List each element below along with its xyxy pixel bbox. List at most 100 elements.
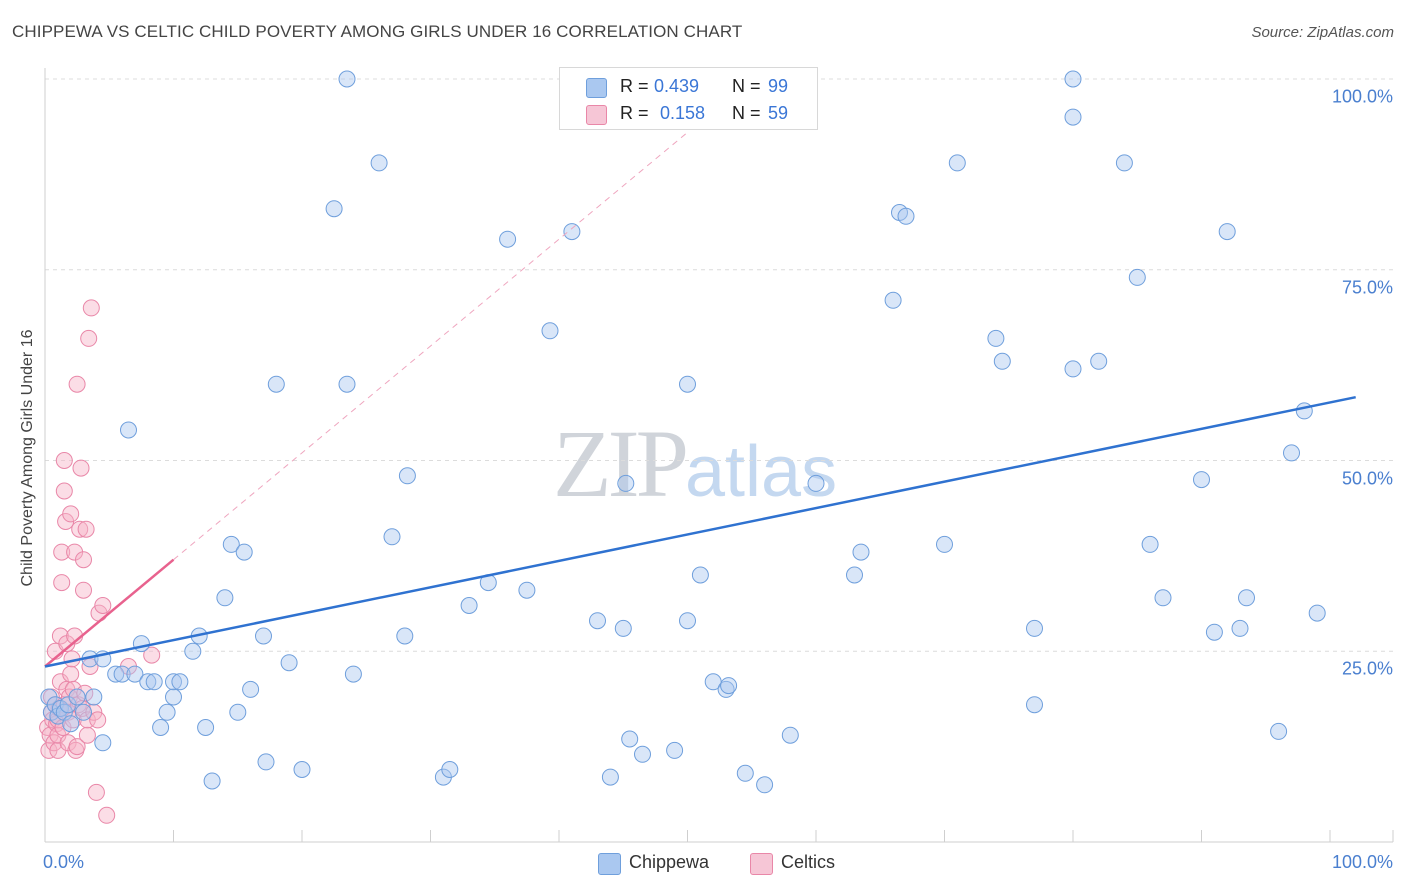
chippewa-point <box>1141 535 1159 553</box>
chippewa-point <box>1064 360 1082 378</box>
chippewa-point <box>68 688 86 706</box>
axis-layer <box>44 68 1394 843</box>
chippewa-point <box>293 761 311 778</box>
chippewa-point <box>370 154 388 172</box>
celtics-point <box>72 459 90 477</box>
x-tick-label: 100.0% <box>1331 852 1393 872</box>
chippewa-point <box>1115 154 1133 172</box>
chippewa-point <box>113 665 131 683</box>
celtics-swatch <box>750 853 773 875</box>
chippewa-point <box>139 673 157 691</box>
chippewa-point <box>852 543 870 561</box>
celtics-point <box>53 543 71 561</box>
chippewa-point <box>267 375 285 393</box>
chippewa-point <box>158 703 176 721</box>
chippewa-point <box>75 703 92 721</box>
chippewa-point <box>1283 444 1300 462</box>
chippewa-point <box>85 688 103 706</box>
celtics-point <box>68 738 86 756</box>
bottom-legend-label: Celtics <box>781 852 836 872</box>
chippewa-point <box>398 467 416 485</box>
legend-n-value: 59 <box>768 103 789 123</box>
chippewa-point <box>563 223 581 241</box>
trend-layer <box>44 132 1356 668</box>
chippewa-point <box>993 352 1011 370</box>
y-tick-label: 75.0% <box>1341 277 1393 298</box>
chippewa-point <box>679 375 696 393</box>
chippewa-point <box>460 597 478 614</box>
chippewa-point <box>197 719 215 736</box>
celtics-point <box>45 734 63 752</box>
chippewa-point <box>120 421 137 439</box>
chart-title: CHIPPEWA VS CELTIC CHILD POVERTY AMONG G… <box>12 22 743 41</box>
celtics-point <box>62 505 80 523</box>
chippewa-point <box>1064 108 1082 126</box>
chippewa-trend-line <box>44 395 1356 668</box>
celtics-point <box>71 520 89 538</box>
chippewa-point <box>499 230 517 248</box>
chippewa-point <box>107 665 125 683</box>
celtics-swatch <box>586 105 607 125</box>
celtics-trend-line <box>44 558 175 668</box>
grid-layer <box>45 78 1393 652</box>
chippewa-point <box>1026 696 1043 714</box>
celtics-point <box>55 482 73 500</box>
celtics-point <box>55 452 73 469</box>
chippewa-point <box>621 730 639 748</box>
chart-source: Source: ZipAtlas.com <box>1251 24 1394 41</box>
celtics-point <box>89 711 107 729</box>
celtics-point <box>77 520 95 538</box>
chippewa-point <box>145 673 163 691</box>
chippewa-point <box>1218 223 1236 241</box>
celtics-point <box>62 665 80 683</box>
chippewa-point <box>325 200 343 218</box>
chippewa-point <box>756 776 774 794</box>
chippewa-point <box>1270 722 1288 740</box>
chippewa-point <box>171 673 189 691</box>
chippewa-point <box>846 566 863 584</box>
legend-n-value: 99 <box>768 76 789 96</box>
chippewa-point <box>1231 619 1249 637</box>
legend-r-value: 0.439 <box>654 76 700 96</box>
celtics-point <box>53 574 71 592</box>
chippewa-point <box>1205 623 1223 641</box>
celtics-point <box>143 646 161 664</box>
chippewa-point <box>441 761 459 778</box>
chippewa-point <box>280 654 298 672</box>
chippewa-point <box>94 734 112 752</box>
chippewa-point <box>344 665 362 683</box>
chippewa-point <box>1238 589 1255 607</box>
chippewa-point <box>1064 70 1082 88</box>
chippewa-point <box>132 635 150 653</box>
chippewa-point <box>338 375 356 393</box>
chippewa-point <box>338 70 356 88</box>
chippewa-point <box>614 619 632 637</box>
chippewa-point <box>126 665 144 683</box>
chippewa-point <box>242 680 260 698</box>
chippewa-point <box>634 745 651 763</box>
chippewa-point <box>184 642 202 660</box>
celtics-point <box>94 597 112 614</box>
y-axis-label: Child Poverty Among Girls Under 16 <box>19 329 36 587</box>
chippewa-point <box>165 673 182 691</box>
chippewa-point <box>62 715 80 733</box>
chippewa-point <box>1026 619 1043 637</box>
x-tick-label: 0.0% <box>43 852 85 872</box>
chippewa-swatch <box>598 853 621 875</box>
celtics-point <box>80 329 98 347</box>
chippewa-point <box>152 719 170 736</box>
chippewa-point <box>1128 268 1146 286</box>
chippewa-point <box>897 207 915 225</box>
chippewa-point <box>948 154 966 172</box>
chippewa-point <box>720 677 738 695</box>
chippewa-point <box>589 612 606 630</box>
chippewa-point <box>666 741 684 759</box>
legend-r-label: R = <box>620 76 649 96</box>
celtics-point <box>75 581 92 599</box>
legend-r-label: R = <box>620 103 649 123</box>
chippewa-point <box>601 768 619 786</box>
chippewa-point <box>679 612 696 630</box>
chippewa-point <box>1308 604 1326 622</box>
celtics-trend-extension <box>173 132 688 561</box>
chippewa-point <box>518 581 536 599</box>
